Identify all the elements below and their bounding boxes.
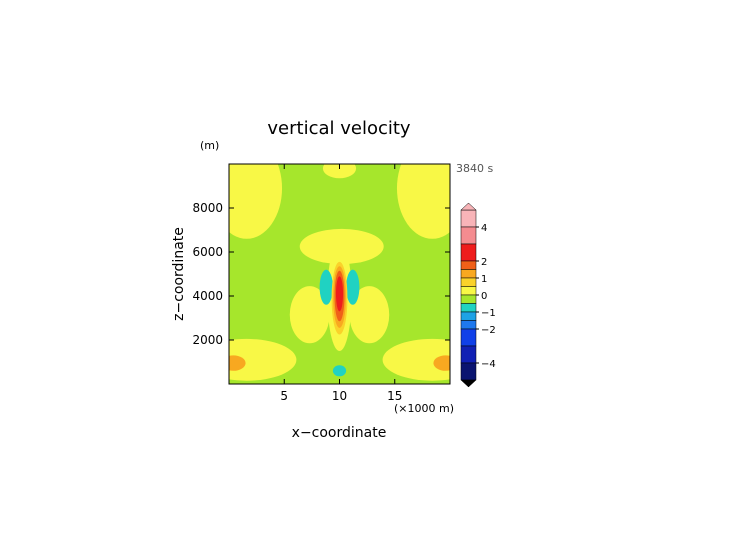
field-region-3 bbox=[322, 164, 357, 179]
field-region-10 bbox=[229, 355, 246, 371]
field-region-8 bbox=[349, 286, 390, 344]
x-axis-label: x−coordinate bbox=[292, 425, 387, 441]
field-region-11 bbox=[433, 355, 450, 371]
colorbar-swatch bbox=[460, 277, 477, 287]
x-tick-label-15: 15 bbox=[387, 389, 402, 403]
field-region-1 bbox=[229, 164, 283, 239]
colorbar-tick-label: 1 bbox=[481, 274, 487, 285]
y-tick-label-2000: 2000 bbox=[192, 333, 223, 347]
x-tick-label-10: 10 bbox=[332, 389, 347, 403]
colorbar-swatch bbox=[460, 260, 477, 270]
colorbar-tick-label: −2 bbox=[481, 325, 496, 336]
colorbar-swatch bbox=[460, 345, 477, 364]
colorbar-lower-extend bbox=[460, 379, 477, 388]
colorbar-swatch bbox=[460, 226, 477, 245]
colorbar: 4 2 1 0 −1 −2 −4 bbox=[460, 202, 496, 388]
field-region-7 bbox=[289, 286, 330, 344]
x-unit-label: (×1000 m) bbox=[394, 402, 454, 415]
field-region-5 bbox=[229, 338, 297, 381]
time-label: 3840 s bbox=[456, 162, 493, 175]
colorbar-swatch bbox=[460, 243, 477, 262]
colorbar-swatch bbox=[460, 303, 477, 313]
field-region-18 bbox=[335, 276, 344, 312]
colorbar-swatch bbox=[460, 328, 477, 347]
y-tick-label-4000: 4000 bbox=[192, 289, 223, 303]
colorbar-swatch bbox=[460, 320, 477, 330]
colorbar-upper-extend bbox=[460, 202, 477, 211]
y-axis-ticks: 2000 4000 6000 8000 bbox=[192, 201, 450, 347]
y-tick-label-6000: 6000 bbox=[192, 245, 223, 259]
y-unit-label: (m) bbox=[200, 139, 219, 152]
y-tick-label-8000: 8000 bbox=[192, 201, 223, 215]
field-region-14 bbox=[332, 365, 347, 377]
colorbar-tick-label: 0 bbox=[481, 291, 487, 302]
colorbar-swatch bbox=[460, 209, 477, 228]
colorbar-swatch bbox=[460, 294, 477, 304]
field-region-13 bbox=[346, 269, 360, 305]
colorbar-tick-label: −1 bbox=[481, 308, 496, 319]
colorbar-swatch bbox=[460, 269, 477, 279]
colorbar-tick-label: 4 bbox=[481, 223, 487, 234]
velocity-field bbox=[229, 164, 450, 384]
field-region-2 bbox=[396, 164, 450, 239]
colorbar-swatch bbox=[460, 286, 477, 296]
colorbar-tick-label: −4 bbox=[481, 359, 496, 370]
x-axis-ticks: 5 10 15 bbox=[280, 164, 402, 403]
field-region-6 bbox=[382, 338, 450, 381]
colorbar-swatch bbox=[460, 362, 477, 381]
field-region-12 bbox=[319, 269, 333, 305]
colorbar-swatch bbox=[460, 311, 477, 321]
y-axis-label: z−coordinate bbox=[171, 227, 187, 321]
x-tick-label-5: 5 bbox=[280, 389, 288, 403]
chart-title: vertical velocity bbox=[267, 118, 411, 139]
colorbar-tick-label: 2 bbox=[481, 257, 487, 268]
